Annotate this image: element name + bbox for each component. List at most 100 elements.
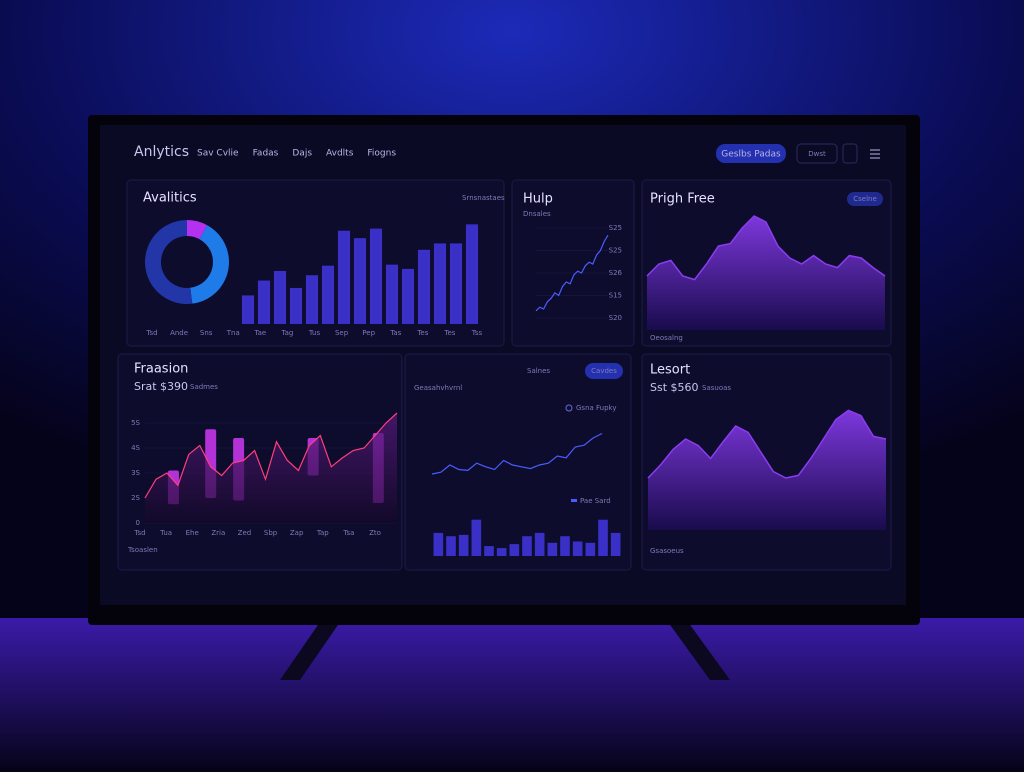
x-tick-label: Zto (369, 529, 381, 537)
panel-link[interactable]: Srnsnastaes (462, 194, 505, 202)
donut-segment (187, 220, 208, 240)
x-tick-label: Tsa (342, 529, 354, 537)
x-tick-label: Sbp (264, 529, 278, 537)
bar (321, 265, 335, 324)
search-box[interactable] (796, 143, 838, 164)
x-tick-label: Tes (416, 329, 428, 337)
nav-tab[interactable]: Sav Cvlie (197, 149, 239, 159)
area-fill (145, 413, 397, 523)
nav-tab[interactable]: Dajs (292, 149, 312, 159)
panel-note: Sasuoas (702, 384, 731, 392)
caption: Tsoaslen (127, 546, 158, 554)
caption: Oeosalng (650, 334, 683, 342)
y-tick-label: 2S (131, 494, 140, 502)
y-tick-label: S26 (609, 269, 623, 277)
panel-title: Avalitics (143, 191, 197, 206)
area-line (647, 409, 887, 479)
y-tick-label: S25 (609, 224, 622, 232)
nav-button[interactable] (716, 144, 786, 163)
x-tick-label: Tss (471, 329, 483, 337)
legend-entry: Pae Sard (580, 497, 611, 505)
x-tick-label: Pep (362, 329, 375, 337)
bar (241, 295, 255, 324)
bar (585, 542, 596, 556)
x-tick-label: Tsd (145, 329, 157, 337)
bar (369, 228, 383, 324)
bar (257, 280, 271, 324)
bar (484, 546, 494, 556)
panel-button[interactable] (585, 363, 623, 379)
line (431, 432, 603, 475)
bar (353, 238, 367, 324)
bar (449, 243, 463, 324)
x-tick-label: Sns (200, 329, 213, 337)
donut-segment (190, 225, 229, 304)
stand-leg (668, 622, 730, 680)
panel-value: Srat $390 (134, 380, 188, 393)
panel-button-label[interactable]: Cselne (853, 195, 877, 203)
panel (511, 179, 635, 347)
panel-button-label[interactable]: Cavdes (591, 367, 617, 375)
area-line (646, 215, 886, 281)
bar (385, 264, 399, 324)
nav-tab[interactable]: Fadas (253, 149, 279, 159)
x-tick-label: Tas (389, 329, 401, 337)
caption: Geasahvhvrnl (414, 384, 462, 392)
x-tick-label: Tus (308, 329, 321, 337)
bar (458, 534, 469, 556)
panel-title: Fraasion (134, 362, 188, 377)
x-tick-label: Zria (211, 529, 225, 537)
nav-button-label[interactable]: Geslbs Padas (721, 150, 781, 160)
legend-marker (571, 499, 577, 502)
bar (417, 249, 431, 324)
x-tick-label: Tna (226, 329, 240, 337)
brand: Anlytics (134, 144, 189, 160)
search-label[interactable]: Dwst (808, 150, 826, 158)
icon-button[interactable] (842, 143, 858, 164)
x-tick-label: Tae (253, 329, 266, 337)
bar (572, 541, 583, 556)
legend-entry: Gsna Fupky (576, 404, 617, 412)
bar (433, 243, 447, 324)
panel-button[interactable] (847, 192, 883, 206)
area-fill (647, 216, 885, 330)
x-tick-label: Tes (443, 329, 455, 337)
x-tick-label: Ehe (186, 529, 199, 537)
bar (446, 536, 456, 556)
bar (305, 275, 319, 324)
x-tick-label: Sep (335, 329, 349, 337)
line (144, 412, 398, 499)
y-tick-label: 0 (136, 519, 140, 527)
panel-tab[interactable]: Salnes (527, 367, 550, 375)
caption: Gsasoeus (650, 547, 684, 555)
panel-title: Lesort (650, 363, 690, 378)
y-tick-label: S15 (609, 292, 622, 300)
x-tick-label: Tap (316, 529, 329, 537)
x-tick-label: Zed (238, 529, 252, 537)
y-tick-label: 3S (131, 469, 140, 477)
nav-tab[interactable]: Fiogns (367, 149, 396, 159)
area-fill (648, 410, 886, 530)
y-tick-label: 4S (131, 444, 140, 452)
legend-marker (565, 404, 573, 412)
nav-tab[interactable]: Avdlts (326, 149, 354, 159)
x-tick-label: Tsd (133, 529, 145, 537)
bar (560, 536, 570, 556)
bar (471, 519, 482, 556)
x-tick-label: Ande (170, 329, 188, 337)
x-tick-label: Zap (290, 529, 304, 537)
bar (273, 271, 287, 324)
bar (465, 224, 479, 324)
bar (289, 287, 303, 324)
x-tick-label: Tua (159, 529, 172, 537)
bar (610, 532, 621, 556)
panel-subtitle: Dnsales (523, 210, 551, 218)
desk (0, 618, 1024, 768)
bar (534, 532, 545, 556)
line (535, 234, 609, 312)
menu-icon[interactable] (870, 149, 880, 159)
bar (496, 548, 507, 556)
panel-title: Prigh Free (650, 192, 715, 207)
